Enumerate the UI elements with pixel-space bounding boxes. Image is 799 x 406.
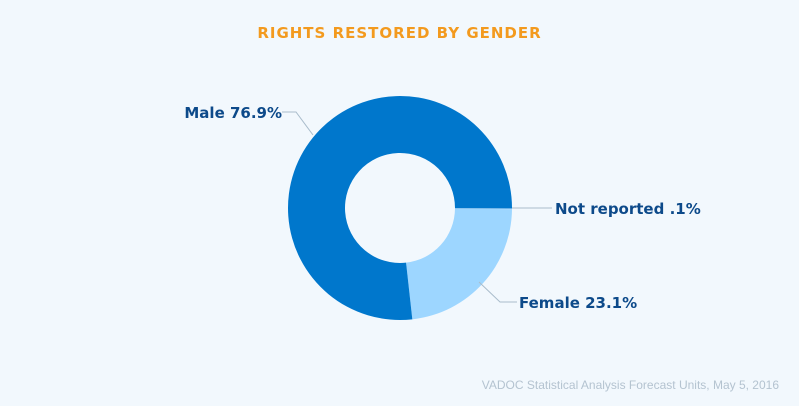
donut-slices <box>288 96 513 321</box>
slice-label: Male 76.9% <box>184 104 282 122</box>
slice-label: Female 23.1% <box>519 294 637 312</box>
source-note: VADOC Statistical Analysis Forecast Unit… <box>481 378 779 392</box>
donut-slice <box>288 96 513 321</box>
leader-lines <box>282 111 552 303</box>
slice-labels: Male 76.9% Female 23.1% Not reported .1% <box>184 104 700 312</box>
slice-label: Not reported .1% <box>555 200 701 218</box>
chart-title: RIGHTS RESTORED BY GENDER <box>257 24 542 42</box>
leader-line <box>282 111 314 136</box>
donut-slice <box>406 208 512 320</box>
leader-line <box>478 281 517 303</box>
